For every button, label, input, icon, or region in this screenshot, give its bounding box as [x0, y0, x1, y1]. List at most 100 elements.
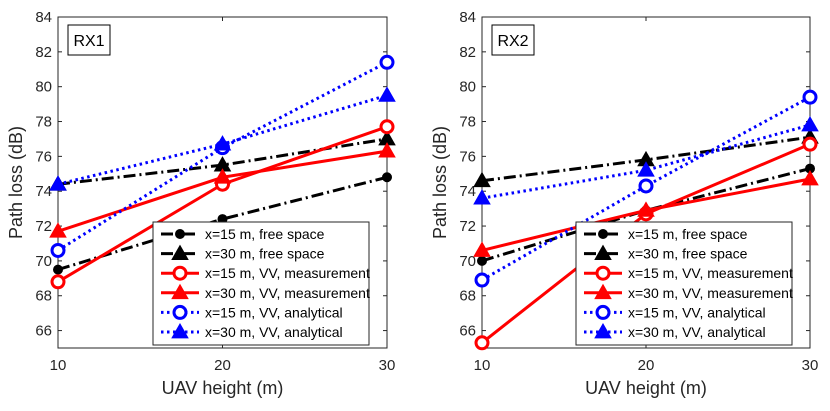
x-tick-label: 30 [802, 357, 819, 374]
series-x-15-m-vv-measurement-point [50, 274, 66, 290]
panel-label-text: RX1 [73, 33, 104, 50]
series-x-30-m-vv-measurement-point [637, 201, 655, 217]
legend-entry: x=30 m, VV, analytical [161, 322, 343, 340]
y-axis-label: Path loss (dB) [430, 126, 450, 239]
series-x-15-m-free-space [53, 172, 392, 275]
legend-label: x=30 m, free space [628, 246, 748, 262]
y-tick-label: 84 [35, 9, 52, 26]
y-tick-label: 72 [35, 218, 52, 235]
series-x-15-m-vv-analytical-point [379, 54, 395, 70]
legend-label: x=30 m, free space [205, 246, 325, 262]
legend-entry: x=15 m, free space [584, 226, 748, 242]
series-x-15-m-vv-measurement-point [802, 136, 818, 152]
y-tick-label: 66 [35, 323, 52, 340]
legend-marker [595, 304, 611, 320]
panel-rx1: 66 68 70 72 74 76 78 80 82 84 10 20 30 UAV height (m)… [6, 9, 396, 398]
legend-label: x=15 m, VV, measurement [205, 265, 370, 281]
series-x-30-m-vv-measurement-point [473, 241, 491, 257]
legend-box [152, 221, 370, 346]
legend-entry: x=30 m, free space [161, 244, 325, 262]
legend-entry: x=30 m, VV, analytical [584, 322, 766, 340]
legend-marker [594, 244, 612, 260]
y-tick-label: 70 [35, 253, 52, 270]
series-x-15-m-vv-measurement-point [379, 119, 395, 135]
legend-marker [594, 283, 612, 300]
legend-label: x=15 m, VV, analytical [205, 304, 343, 320]
y-axis-label: Path loss (dB) [6, 126, 26, 239]
series-x-30-m-vv-analytical [473, 115, 819, 205]
series-x-30-m-vv-analytical-point [213, 135, 232, 151]
series-x-15-m-vv-analytical-point [474, 272, 490, 288]
x-axis-label: UAV height (m) [162, 378, 284, 398]
legend-marker [172, 304, 188, 320]
series-x-30-m-vv-measurement-point [801, 170, 819, 186]
plot-area [49, 54, 396, 290]
series-x-30-m-vv-analytical-point [637, 161, 655, 177]
legend-label: x=30 m, VV, measurement [628, 285, 793, 301]
series-x-30-m-vv-analytical [49, 86, 396, 191]
legend-entry: x=30 m, free space [584, 244, 748, 262]
legend-label: x=30 m, VV, analytical [628, 324, 766, 340]
legend-entry: x=15 m, VV, analytical [584, 304, 766, 320]
legend-marker [172, 265, 188, 281]
series-x-15-m-vv-analytical-point [50, 242, 66, 258]
series-x-30-m-vv-measurement-point [49, 222, 67, 238]
series-x-30-m-free-space-point [473, 171, 491, 188]
y-tick-label: 80 [459, 79, 476, 96]
y-tick-label: 68 [35, 288, 52, 305]
x-tick-label: 20 [214, 357, 231, 374]
y-tick-label: 78 [35, 114, 52, 131]
legend-marker [595, 265, 611, 281]
legend-box [575, 221, 793, 346]
legend: x=15 m, free space x=30 m, free space x=15… [152, 221, 370, 346]
series-x-30-m-vv-measurement-point [213, 168, 232, 184]
panel-rx2: 66 68 70 72 74 76 78 80 82 84 10 20 30 UAV height (m)… [430, 9, 819, 398]
plot-area [473, 89, 819, 351]
y-tick-label: 78 [459, 114, 476, 131]
y-tick-label: 72 [459, 218, 476, 235]
y-tick-label: 84 [459, 9, 476, 26]
legend: x=15 m, free space x=30 m, free space x=15… [575, 221, 793, 346]
series-x-30-m-vv-analytical-point [473, 189, 491, 205]
y-tick-label: 76 [35, 148, 52, 165]
legend-label: x=15 m, free space [205, 226, 325, 242]
series-x-15-m-vv-analytical-line [481, 95, 811, 282]
legend-marker [171, 244, 189, 260]
panel-label: RX1 [67, 24, 111, 56]
series-x-15-m-vv-analytical-point [638, 178, 654, 194]
legend-marker [171, 283, 189, 300]
series-x-15-m-free-space-point [477, 255, 487, 266]
legend-marker [175, 229, 185, 239]
series-x-15-m-vv-analytical [474, 89, 818, 288]
legend-marker [598, 229, 608, 239]
x-tick-label: 30 [379, 357, 396, 374]
series-x-30-m-vv-analytical-point [378, 86, 396, 102]
legend-marker [171, 322, 189, 339]
series-x-15-m-vv-measurement-point [474, 335, 490, 351]
panel-label-text: RX2 [497, 33, 528, 50]
y-tick-label: 68 [459, 288, 476, 305]
legend-label: x=15 m, free space [628, 226, 748, 242]
legend-entry: x=15 m, VV, analytical [161, 304, 343, 320]
series-x-30-m-vv-analytical-point [49, 175, 67, 191]
legend-entry: x=30 m, VV, measurement [584, 283, 793, 301]
y-tick-label: 82 [35, 44, 52, 61]
series-x-30-m-vv-analytical-line [481, 123, 811, 200]
y-tick-label: 66 [459, 323, 476, 340]
legend-label: x=15 m, VV, measurement [628, 265, 793, 281]
series-x-30-m-vv-measurement-point [378, 142, 396, 158]
legend-label: x=30 m, VV, analytical [205, 324, 343, 340]
legend-entry: x=15 m, VV, measurement [161, 265, 370, 281]
x-tick-label: 10 [50, 357, 67, 374]
y-tick-label: 82 [459, 44, 476, 61]
y-tick-label: 70 [459, 253, 476, 270]
legend-label: x=30 m, VV, measurement [205, 285, 370, 301]
legend-entry: x=30 m, VV, measurement [161, 283, 370, 301]
x-axis-label: UAV height (m) [585, 378, 707, 398]
panel-label-box [491, 24, 535, 56]
y-tick-label: 74 [459, 183, 476, 200]
series-x-15-m-free-space-point [53, 264, 63, 275]
x-tick-label: 20 [638, 357, 655, 374]
